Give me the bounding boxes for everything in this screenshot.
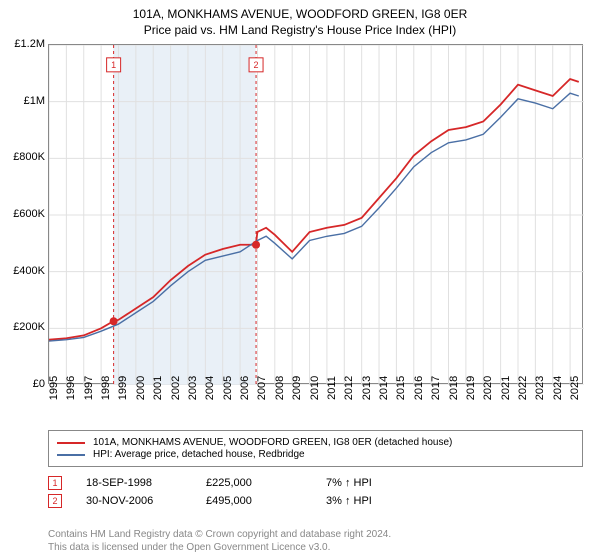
x-tick-label: 2006 — [239, 376, 251, 400]
dp-date: 30-NOV-2006 — [86, 495, 206, 507]
x-tick-label: 1995 — [48, 376, 60, 400]
x-tick-label: 1998 — [100, 376, 112, 400]
x-tick-label: 2024 — [552, 376, 564, 400]
data-point-row: 1 18-SEP-1998 £225,000 7% ↑ HPI — [48, 476, 583, 490]
x-tick-label: 1996 — [65, 376, 77, 400]
marker-badge: 2 — [48, 494, 62, 508]
x-tick-label: 2002 — [170, 376, 182, 400]
title-line-2: Price paid vs. HM Land Registry's House … — [0, 22, 600, 38]
x-tick-label: 2023 — [534, 376, 546, 400]
dp-date: 18-SEP-1998 — [86, 477, 206, 489]
data-point-row: 2 30-NOV-2006 £495,000 3% ↑ HPI — [48, 494, 583, 508]
footer-line-2: This data is licensed under the Open Gov… — [48, 541, 391, 554]
footer-attribution: Contains HM Land Registry data © Crown c… — [48, 528, 391, 554]
x-tick-label: 2008 — [274, 376, 286, 400]
dp-change: 3% ↑ HPI — [326, 495, 446, 507]
svg-text:1: 1 — [111, 60, 116, 70]
data-points-table: 1 18-SEP-1998 £225,000 7% ↑ HPI 2 30-NOV… — [48, 476, 583, 512]
legend-swatch — [57, 454, 85, 456]
x-tick-label: 1997 — [83, 376, 95, 400]
x-tick-label: 2010 — [309, 376, 321, 400]
legend: 101A, MONKHAMS AVENUE, WOODFORD GREEN, I… — [48, 430, 583, 467]
x-tick-label: 2000 — [135, 376, 147, 400]
svg-text:2: 2 — [254, 60, 259, 70]
x-tick-label: 2021 — [500, 376, 512, 400]
x-tick-label: 2012 — [343, 376, 355, 400]
x-tick-label: 2017 — [430, 376, 442, 400]
legend-swatch — [57, 442, 85, 444]
legend-label: 101A, MONKHAMS AVENUE, WOODFORD GREEN, I… — [93, 437, 452, 448]
x-tick-label: 2005 — [222, 376, 234, 400]
legend-label: HPI: Average price, detached house, Redb… — [93, 449, 305, 460]
y-tick-label: £200K — [13, 321, 45, 333]
y-tick-label: £1M — [24, 95, 45, 107]
x-tick-label: 2022 — [517, 376, 529, 400]
marker-badge: 1 — [48, 476, 62, 490]
y-tick-label: £600K — [13, 208, 45, 220]
x-tick-label: 2025 — [569, 376, 581, 400]
y-tick-label: £1.2M — [14, 38, 45, 50]
plot-area: 12 — [48, 44, 583, 384]
dp-price: £495,000 — [206, 495, 326, 507]
chart-title: 101A, MONKHAMS AVENUE, WOODFORD GREEN, I… — [0, 0, 600, 38]
x-tick-label: 2001 — [152, 376, 164, 400]
title-line-1: 101A, MONKHAMS AVENUE, WOODFORD GREEN, I… — [0, 6, 600, 22]
y-tick-label: £400K — [13, 265, 45, 277]
chart-svg: 12 — [49, 45, 584, 385]
x-tick-label: 2014 — [378, 376, 390, 400]
legend-item: HPI: Average price, detached house, Redb… — [57, 449, 574, 460]
chart-container: 101A, MONKHAMS AVENUE, WOODFORD GREEN, I… — [0, 0, 600, 560]
x-tick-label: 1999 — [117, 376, 129, 400]
x-tick-label: 2013 — [361, 376, 373, 400]
footer-line-1: Contains HM Land Registry data © Crown c… — [48, 528, 391, 541]
x-tick-label: 2003 — [187, 376, 199, 400]
x-tick-label: 2020 — [482, 376, 494, 400]
x-tick-label: 2011 — [326, 376, 338, 400]
x-tick-label: 2019 — [465, 376, 477, 400]
dp-price: £225,000 — [206, 477, 326, 489]
x-tick-label: 2016 — [413, 376, 425, 400]
dp-change: 7% ↑ HPI — [326, 477, 446, 489]
legend-item: 101A, MONKHAMS AVENUE, WOODFORD GREEN, I… — [57, 437, 574, 448]
x-tick-label: 2018 — [448, 376, 460, 400]
x-tick-label: 2007 — [256, 376, 268, 400]
y-tick-label: £800K — [13, 151, 45, 163]
x-tick-label: 2015 — [395, 376, 407, 400]
y-tick-label: £0 — [33, 378, 45, 390]
x-tick-label: 2009 — [291, 376, 303, 400]
x-tick-label: 2004 — [204, 376, 216, 400]
